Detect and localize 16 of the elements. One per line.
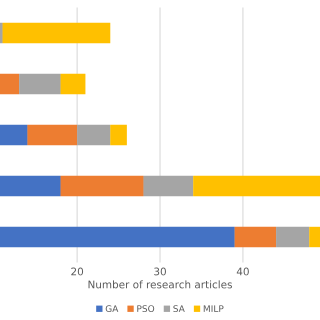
x-tick-label: 40 xyxy=(236,268,249,276)
bar xyxy=(309,226,320,248)
bar xyxy=(110,124,127,146)
bar xyxy=(234,226,276,248)
bar xyxy=(60,74,86,94)
bar xyxy=(276,226,310,248)
x-axis-title: Number of research articles xyxy=(88,280,232,288)
x-tick-label: 20 xyxy=(71,268,84,276)
bar xyxy=(77,124,110,146)
legend-label: MILP xyxy=(204,305,224,312)
legend-label: SA xyxy=(173,305,185,312)
legend-label: GA xyxy=(106,305,118,312)
bar xyxy=(193,176,320,196)
legend-label: PSO xyxy=(137,305,154,312)
x-tick-label: 30 xyxy=(154,268,166,276)
bar xyxy=(143,176,194,196)
